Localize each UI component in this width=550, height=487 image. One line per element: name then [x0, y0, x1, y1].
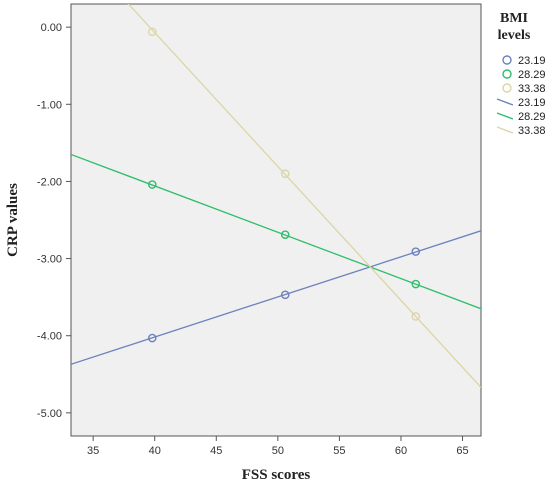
- y-tick-label: -4.00: [37, 331, 62, 343]
- x-tick-label: 55: [333, 445, 345, 457]
- legend: 23.19 28.29 33.38 23.19 28.29 33.38: [496, 55, 546, 137]
- y-tick-label: -3.00: [37, 254, 62, 266]
- x-tick-label: 50: [272, 445, 284, 457]
- legend-marker-28-29: [502, 69, 512, 79]
- series-point-33-38-0: [147, 27, 157, 37]
- series-point-23-19-0: [147, 333, 157, 343]
- legend-line-label: 33.38: [518, 125, 546, 137]
- legend-marker-label: 28.29: [518, 69, 546, 81]
- legend-marker-label: 33.38: [518, 83, 546, 95]
- series-point-23-19-2: [411, 247, 421, 256]
- y-tick-label: -5.00: [37, 408, 62, 420]
- series-point-28-29-0: [147, 180, 157, 189]
- series-point-33-38-1: [280, 169, 290, 179]
- legend-line-label: 23.19: [518, 97, 546, 109]
- legend-title: BMI: [500, 11, 528, 26]
- legend-line-33-38: [496, 126, 514, 134]
- series-point-23-19-1: [280, 290, 290, 300]
- x-tick-label: 45: [210, 445, 222, 457]
- x-tick-label: 35: [87, 445, 99, 457]
- y-tick-label: -2.00: [37, 176, 62, 188]
- legend-line-28-29: [496, 112, 514, 120]
- series-point-33-38-2: [411, 312, 421, 321]
- legend-marker-33-38: [502, 83, 512, 93]
- series-point-28-29-2: [411, 279, 421, 289]
- plot-background: [70, 3, 482, 437]
- x-tick-label: 60: [395, 445, 407, 457]
- x-tick-label: 40: [149, 445, 161, 457]
- legend-marker-23-19: [502, 55, 512, 65]
- series-line-33-38: [127, 4, 481, 388]
- x-axis-title: FSS scores: [242, 467, 311, 483]
- y-tick-label: -1.00: [37, 99, 62, 111]
- plot-layer: [71, 4, 481, 388]
- series-point-28-29-1: [280, 230, 290, 239]
- legend-line-23-19: [496, 98, 514, 106]
- legend-title-line2: levels: [498, 28, 531, 43]
- legend-marker-label: 23.19: [518, 55, 546, 67]
- legend-line-label: 28.29: [518, 111, 546, 123]
- y-axis-title: CRP values: [5, 183, 21, 257]
- y-tick-label: 0.00: [41, 22, 62, 34]
- axes-layer: 35 40 45 50 55 60 65 0.00 -1.00 -2.00 -3.00 -4.00 -5…: [37, 22, 469, 457]
- x-tick-label: 65: [456, 445, 468, 457]
